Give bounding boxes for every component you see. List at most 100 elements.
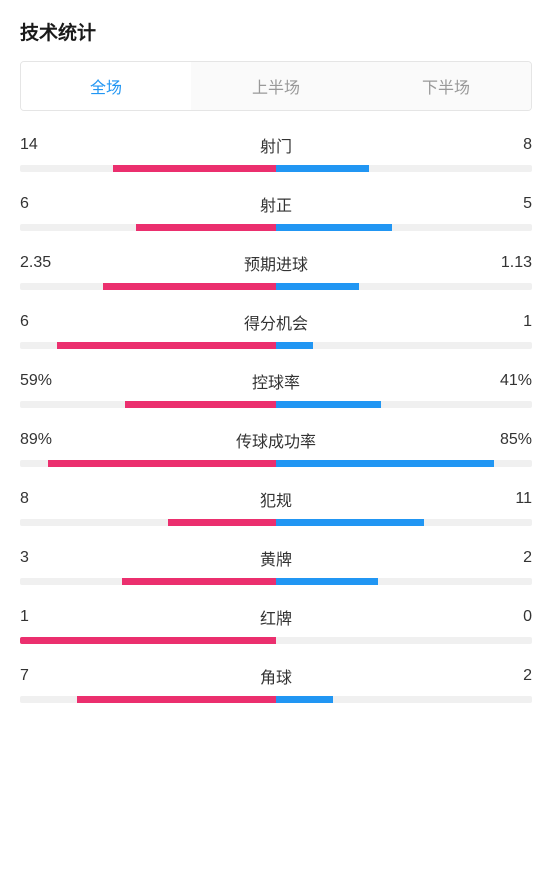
stat-right-value: 41% [492, 372, 532, 390]
stat-label: 传球成功率 [236, 428, 316, 452]
stat-bar [20, 401, 532, 408]
stat-label: 预期进球 [244, 251, 308, 275]
stat-label: 黄牌 [260, 546, 292, 570]
bar-half-left [20, 519, 276, 526]
stat-right-value: 1.13 [492, 254, 532, 272]
bar-fill-left [136, 224, 276, 231]
page-title: 技术统计 [20, 18, 532, 45]
stat-left-value: 3 [20, 549, 60, 567]
stat-row: 1 红牌 0 [20, 605, 532, 644]
stat-right-value: 8 [492, 136, 532, 154]
stat-header: 1 红牌 0 [20, 605, 532, 629]
stat-row: 6 射正 5 [20, 192, 532, 231]
stat-right-value: 85% [492, 431, 532, 449]
stat-header: 8犯规11 [20, 487, 532, 511]
stat-bar [20, 283, 532, 290]
bar-fill-right [276, 283, 359, 290]
stat-left-value: 59% [20, 372, 60, 390]
tab-firsthalf[interactable]: 上半场 [191, 62, 361, 110]
stat-left-value: 1 [20, 608, 60, 626]
stat-header: 6 射正 5 [20, 192, 532, 216]
stat-header: 7 角球 2 [20, 664, 532, 688]
stat-bar [20, 696, 532, 703]
stat-row: 8犯规11 [20, 487, 532, 526]
stat-bar [20, 637, 532, 644]
bar-half-left [20, 165, 276, 172]
stat-left-value: 89% [20, 431, 60, 449]
stat-row: 2.35 预期进球 1.13 [20, 251, 532, 290]
stat-label: 犯规 [260, 487, 292, 511]
stat-left-value: 8 [20, 490, 60, 508]
stat-label: 射正 [260, 192, 292, 216]
bar-fill-right [276, 224, 392, 231]
stat-right-value: 2 [492, 667, 532, 685]
stat-row: 7 角球 2 [20, 664, 532, 703]
bar-fill-left [122, 578, 276, 585]
bar-half-left [20, 637, 276, 644]
stat-left-value: 6 [20, 313, 60, 331]
bar-fill-left [103, 283, 276, 290]
stat-bar [20, 342, 532, 349]
stat-header: 14 射门 8 [20, 133, 532, 157]
stat-row: 6 得分机会 1 [20, 310, 532, 349]
bar-fill-left [57, 342, 276, 349]
tab-secondhalf[interactable]: 下半场 [361, 62, 531, 110]
stat-label: 射门 [260, 133, 292, 157]
bar-fill-left [168, 519, 276, 526]
stat-header: 3 黄牌 2 [20, 546, 532, 570]
stat-bar [20, 165, 532, 172]
stat-left-value: 7 [20, 667, 60, 685]
bar-fill-left [20, 637, 276, 644]
bar-half-right [276, 460, 532, 467]
stat-right-value: 0 [492, 608, 532, 626]
bar-half-right [276, 165, 532, 172]
bar-fill-left [125, 401, 276, 408]
stat-bar [20, 224, 532, 231]
bar-half-right [276, 578, 532, 585]
bar-fill-right [276, 696, 333, 703]
bar-half-left [20, 224, 276, 231]
stat-header: 6 得分机会 1 [20, 310, 532, 334]
bar-half-right [276, 519, 532, 526]
stat-row: 14 射门 8 [20, 133, 532, 172]
bar-half-left [20, 696, 276, 703]
bar-fill-right [276, 460, 494, 467]
bar-half-right [276, 637, 532, 644]
stat-row: 59% 控球率 41% [20, 369, 532, 408]
stat-right-value: 2 [492, 549, 532, 567]
stat-bar [20, 578, 532, 585]
stat-row: 89% 传球成功率 85% [20, 428, 532, 467]
stat-header: 59% 控球率 41% [20, 369, 532, 393]
bar-fill-right [276, 165, 369, 172]
stat-header: 2.35 预期进球 1.13 [20, 251, 532, 275]
stat-left-value: 14 [20, 136, 60, 154]
stat-bar [20, 460, 532, 467]
bar-fill-left [48, 460, 276, 467]
bar-half-right [276, 401, 532, 408]
bar-fill-right [276, 578, 378, 585]
stat-bar [20, 519, 532, 526]
stat-label: 角球 [260, 664, 292, 688]
bar-fill-left [113, 165, 276, 172]
bar-half-right [276, 224, 532, 231]
bar-half-left [20, 578, 276, 585]
tabs-container: 全场 上半场 下半场 [20, 61, 532, 111]
bar-half-left [20, 401, 276, 408]
tab-fulltime[interactable]: 全场 [21, 62, 191, 110]
bar-half-left [20, 283, 276, 290]
stat-left-value: 2.35 [20, 254, 60, 272]
stat-label: 控球率 [252, 369, 300, 393]
bar-fill-right [276, 401, 381, 408]
bar-fill-right [276, 342, 313, 349]
bar-half-right [276, 342, 532, 349]
bar-half-right [276, 283, 532, 290]
stat-row: 3 黄牌 2 [20, 546, 532, 585]
bar-half-left [20, 342, 276, 349]
stat-label: 得分机会 [244, 310, 308, 334]
stat-left-value: 6 [20, 195, 60, 213]
stat-label: 红牌 [260, 605, 292, 629]
bar-fill-right [276, 519, 424, 526]
stat-right-value: 5 [492, 195, 532, 213]
stat-right-value: 1 [492, 313, 532, 331]
bar-half-right [276, 696, 532, 703]
